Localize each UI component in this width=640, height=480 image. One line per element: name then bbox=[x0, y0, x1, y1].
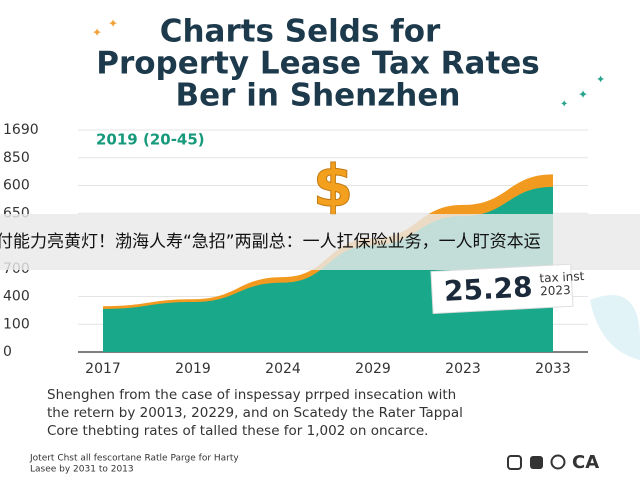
svg-text:✦: ✦ bbox=[92, 26, 102, 40]
svg-text:✦: ✦ bbox=[560, 99, 568, 110]
banner bbox=[0, 214, 640, 270]
x-tick-label: 2023 bbox=[445, 361, 481, 377]
sparkles: ✦ ✦ ✦ ✦ ✦ bbox=[92, 17, 605, 111]
description: Shenghen from the case of inspessay prrp… bbox=[47, 387, 456, 403]
title-line: Ber in Shenzhen bbox=[176, 78, 461, 114]
y-tick-label: 0 bbox=[3, 344, 12, 360]
callout-value: 25.28 bbox=[443, 270, 533, 308]
description: the retern by 20013, 20229, and on Scate… bbox=[47, 405, 463, 421]
callout: 25.28 tax inst 2023 bbox=[430, 263, 585, 315]
y-tick-label: 850 bbox=[3, 150, 30, 166]
dollar-icon: $ bbox=[313, 152, 353, 220]
title-line: Charts Selds for bbox=[160, 14, 441, 50]
callout-note: tax inst bbox=[539, 269, 585, 285]
x-tick-label: 2017 bbox=[85, 361, 121, 377]
svg-text:✦: ✦ bbox=[108, 17, 118, 31]
y-tick-label: 1690 bbox=[3, 122, 39, 138]
description: Core thebting rates of talled these for … bbox=[47, 423, 428, 439]
x-tick-label: 2029 bbox=[355, 361, 391, 377]
y-tick-label: 400 bbox=[3, 289, 30, 305]
svg-text:✦: ✦ bbox=[596, 73, 605, 86]
footnote: Jotert Chst all fescortane Ratle Parge f… bbox=[29, 454, 239, 464]
svg-text:✦: ✦ bbox=[578, 88, 588, 102]
x-tick-label: 2024 bbox=[265, 361, 301, 377]
y-tick-label: 100 bbox=[3, 316, 30, 332]
x-tick-label: 2019 bbox=[175, 361, 211, 377]
logo: CA bbox=[572, 452, 599, 473]
decoration bbox=[590, 295, 640, 360]
subtitle: 2019 (20-45) bbox=[96, 131, 205, 149]
callout-note: 2023 bbox=[540, 283, 571, 299]
y-tick-label: 600 bbox=[3, 178, 30, 194]
x-tick-label: 2033 bbox=[535, 361, 571, 377]
callout-box bbox=[430, 263, 574, 315]
logo-icons bbox=[507, 454, 566, 470]
title-line: Property Lease Tax Rates bbox=[96, 46, 540, 82]
banner-text: 付能力亮黄灯！渤海人寿“急招”两副总：一人扛保险业务，一人盯资本运 bbox=[0, 232, 541, 252]
footnote: Lasee by 2031 to 2013 bbox=[30, 465, 134, 475]
